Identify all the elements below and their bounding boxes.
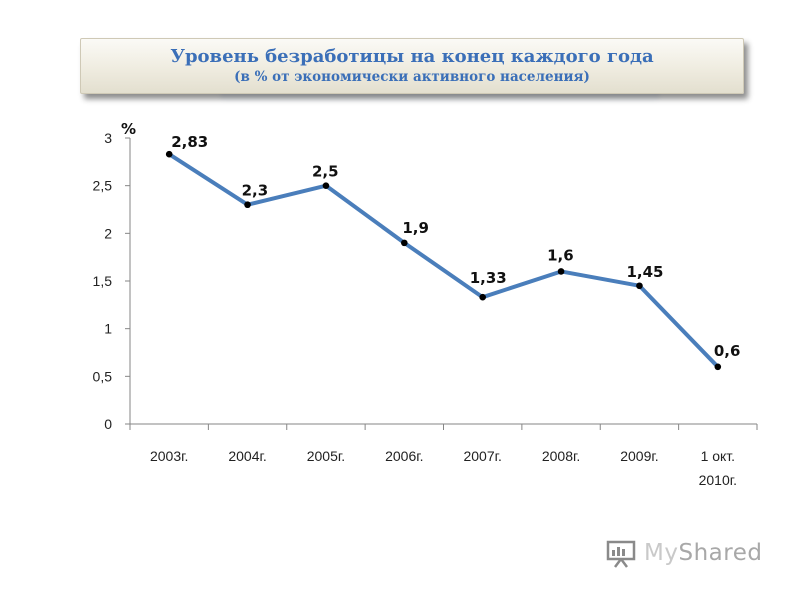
data-label: 1,45 [626, 263, 663, 281]
data-label: 2,5 [312, 163, 339, 181]
data-point [557, 268, 565, 275]
y-tick-label: 3 [104, 130, 112, 146]
x-tick-label: 2009г. [620, 448, 658, 464]
data-point [714, 363, 722, 371]
data-point [244, 201, 251, 209]
data-point [636, 282, 643, 290]
data-point [479, 293, 486, 301]
y-tick-label: 0,5 [93, 368, 113, 384]
data-point [322, 182, 330, 189]
chart-subtitle: (в % от экономически активного населения… [234, 69, 590, 85]
x-tick-label: 2003г. [150, 448, 188, 464]
x-tick-label: 2007г. [463, 448, 501, 464]
data-point [401, 239, 408, 247]
myshared-logo: MyShared [606, 538, 766, 572]
y-tick-label: 1 [104, 321, 112, 337]
y-axis-ticks: 0 0,5 1 1,5 2 2,5 3% [93, 120, 137, 432]
data-label: 2,3 [242, 182, 269, 200]
data-label: 0,6 [714, 342, 741, 360]
x-tick-label: 2006г. [385, 448, 423, 464]
presentation-board-icon [606, 540, 636, 568]
data-label: 1,33 [470, 269, 507, 287]
y-unit-label: % [121, 120, 136, 138]
data-label: 1,6 [547, 246, 574, 264]
x-tick-label: 1 окт. 2010г. [699, 448, 737, 488]
data-point [165, 150, 173, 158]
title-banner: Уровень безработицы на конец каждого год… [80, 38, 744, 94]
x-tick-label: 2004г. [228, 448, 266, 464]
data-labels: 2,83 2,3 2,5 1,9 1,33 1,6 1,45 0,6 [171, 133, 740, 360]
x-tick-label: 2005г. [307, 448, 345, 464]
chart-title: Уровень безработицы на конец каждого год… [170, 46, 654, 67]
chart-axes [129, 138, 757, 425]
y-tick-label: 0 [104, 416, 112, 432]
series-line [168, 152, 720, 369]
y-tick-label: 2 [104, 225, 112, 241]
x-tick-label: 2008г. [542, 448, 580, 464]
x-axis-ticks: 2003г. 2004г. 2005г. 2006г. 2007г. 2008г. 2009… [129, 424, 758, 488]
y-tick-label: 1,5 [93, 273, 113, 289]
y-tick-label: 2,5 [93, 178, 113, 194]
watermark-text: MyShared [644, 540, 763, 566]
data-label: 1,9 [402, 219, 429, 237]
series-layer [165, 150, 722, 371]
data-label: 2,83 [171, 133, 208, 151]
